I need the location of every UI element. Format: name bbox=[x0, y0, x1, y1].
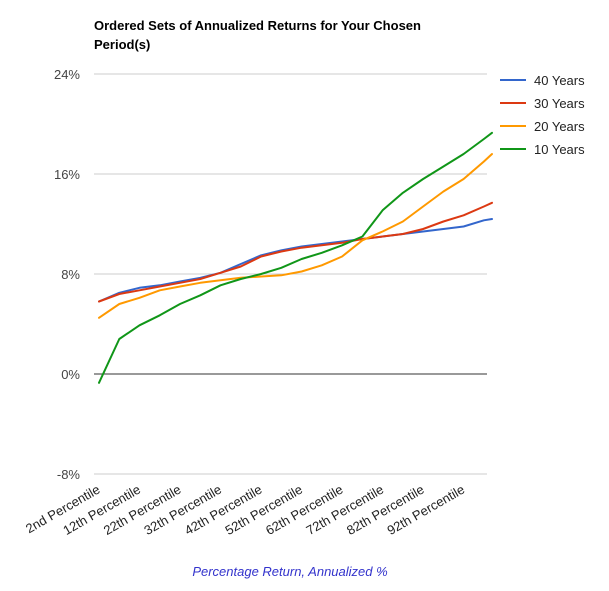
legend-label: 40 Years bbox=[534, 73, 585, 88]
y-tick-label: -8% bbox=[57, 467, 81, 482]
chart-title-line-2: Period(s) bbox=[94, 37, 150, 52]
series-line-40-years bbox=[98, 218, 493, 303]
series-lines bbox=[98, 131, 493, 384]
chart-title-line-1: Ordered Sets of Annualized Returns for Y… bbox=[94, 18, 421, 33]
series-line-10-years bbox=[98, 131, 493, 384]
y-tick-label: 8% bbox=[61, 267, 80, 282]
legend: 40 Years 30 Years 20 Years 10 Years bbox=[500, 73, 585, 157]
y-axis-ticks: -8% 0% 8% 16% 24% bbox=[54, 67, 80, 482]
legend-label: 20 Years bbox=[534, 119, 585, 134]
legend-label: 10 Years bbox=[534, 142, 585, 157]
x-axis-label: Percentage Return, Annualized % bbox=[192, 564, 387, 579]
y-tick-label: 0% bbox=[61, 367, 80, 382]
chart-title: Ordered Sets of Annualized Returns for Y… bbox=[94, 18, 421, 52]
y-tick-label: 16% bbox=[54, 167, 80, 182]
series-line-20-years bbox=[98, 153, 493, 319]
legend-label: 30 Years bbox=[534, 96, 585, 111]
series-line-30-years bbox=[98, 201, 493, 303]
y-tick-label: 24% bbox=[54, 67, 80, 82]
